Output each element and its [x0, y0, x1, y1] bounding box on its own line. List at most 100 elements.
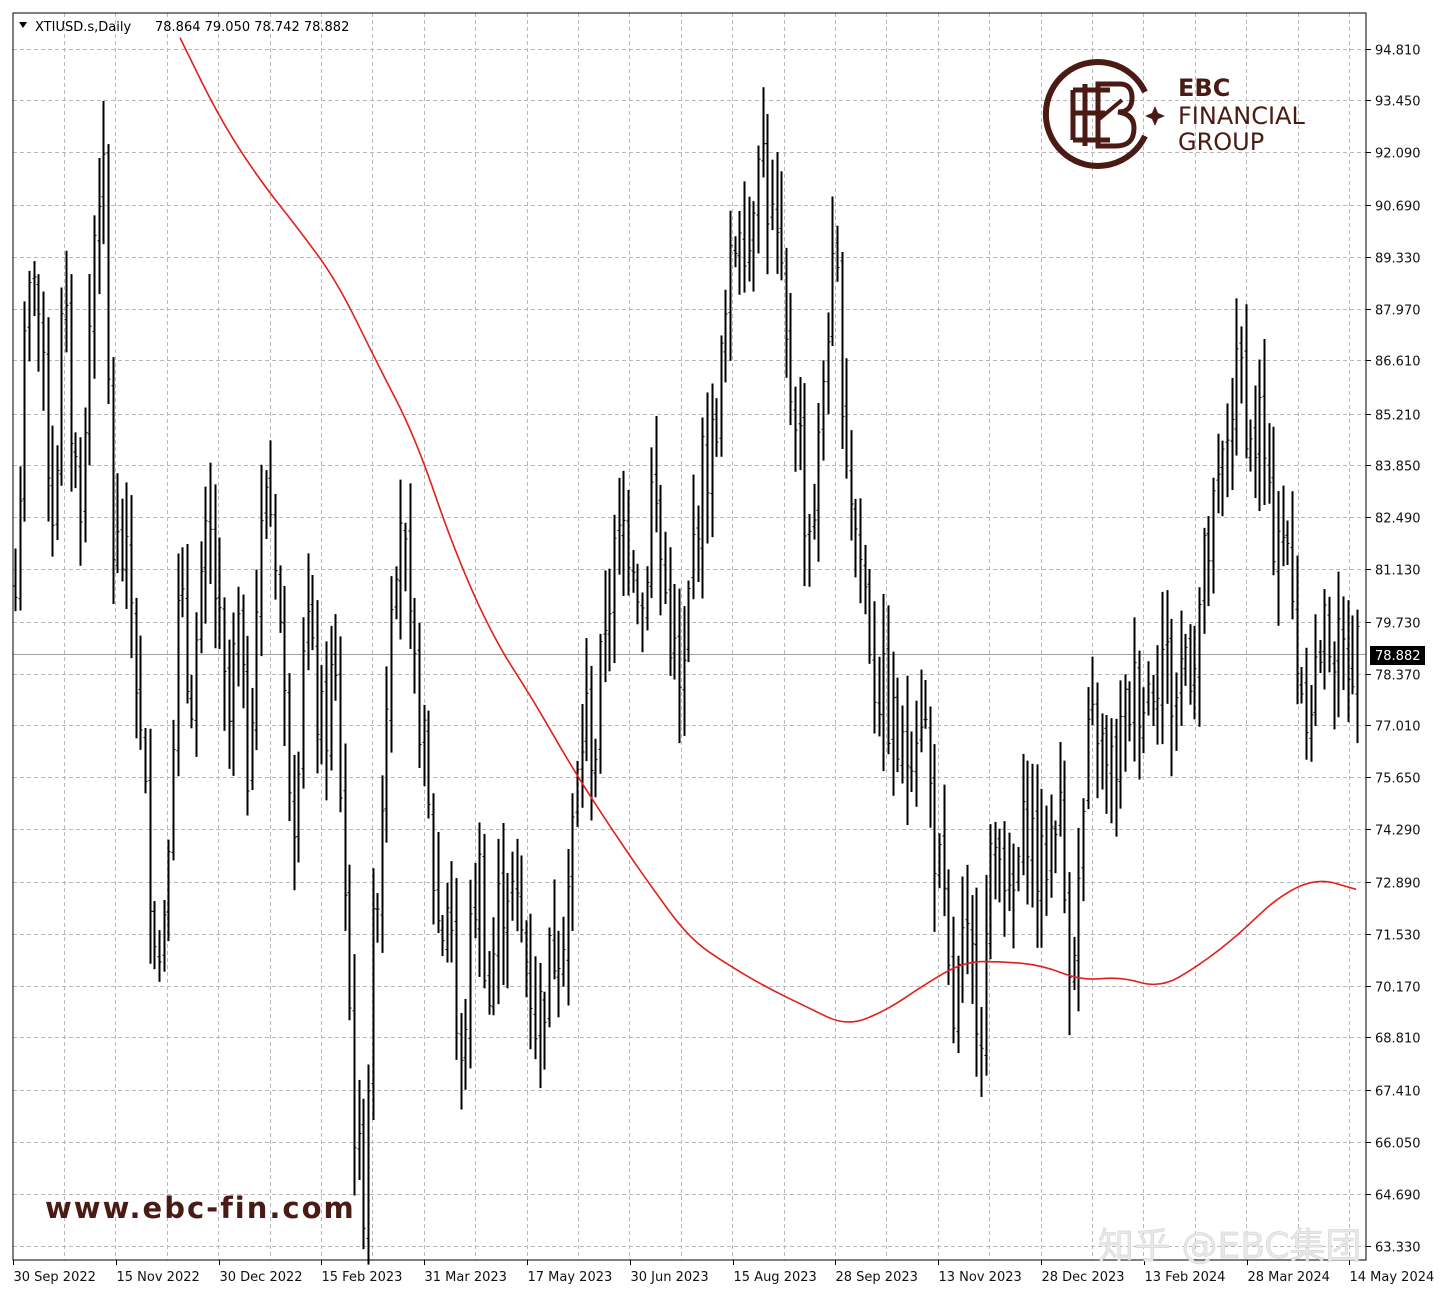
ohlc-bar [742, 181, 747, 293]
ohlc-bar [264, 470, 269, 539]
ohlc-bar [779, 171, 784, 281]
ohlc-bar [747, 196, 752, 282]
ohlc-bar [1309, 684, 1314, 762]
ohlc-bar [361, 1098, 366, 1250]
ohlc-bar [1295, 555, 1300, 705]
x-tick-label: 17 May 2023 [528, 1270, 613, 1285]
ohlc-bar [1350, 615, 1355, 695]
ohlc-bar [542, 991, 547, 1070]
ohlc-bar [306, 553, 311, 671]
ohlc-bar [607, 568, 612, 672]
ohlc-bar [756, 145, 761, 254]
ohlc-bar [970, 895, 975, 1004]
ohlc-bar [254, 569, 259, 751]
ohlc-bar [1239, 326, 1244, 404]
ohlc-bar [366, 1064, 371, 1265]
ohlc-bar [877, 656, 882, 737]
ohlc-bar [784, 247, 789, 378]
ohlc-bar [1206, 516, 1211, 607]
ohlc-bar [152, 901, 157, 970]
ohlc-bar [157, 930, 162, 982]
triangle-down-icon[interactable] [19, 22, 27, 28]
ohlc-bar [737, 210, 742, 295]
ohlc-bar [1192, 625, 1197, 720]
ohlc-bar [162, 899, 167, 972]
ohlc-bar [649, 447, 654, 599]
ohlc-bar [1299, 666, 1304, 704]
ohlc-bar [324, 641, 329, 801]
logo-line-2: FINANCIAL [1178, 102, 1305, 130]
ohlc-bar [426, 710, 431, 819]
ohlc-bar [765, 113, 770, 275]
ohlc-bar [1169, 618, 1174, 777]
ohlc-bar [1049, 794, 1054, 898]
ohlc-bar [635, 563, 640, 625]
ohlc-bar [547, 927, 552, 1028]
ohlc-bar [454, 878, 459, 1060]
ohlc-bar [505, 872, 510, 989]
y-tick-label: 72.890 [1375, 877, 1421, 892]
ohlc-bar [723, 289, 728, 383]
ohlc-bar [580, 704, 585, 808]
y-tick-label: 90.690 [1375, 200, 1421, 215]
ohlc-bar [700, 417, 705, 599]
ohlc-bar [1058, 742, 1063, 837]
y-tick-label: 78.370 [1375, 669, 1421, 684]
ohlc-bar [389, 576, 394, 753]
zhihu-watermark: 知乎 @EBC集团 [1098, 1226, 1361, 1267]
ohlc-bar [974, 887, 979, 1077]
ohlc-bar [129, 495, 134, 659]
ohlc-bar [867, 568, 872, 664]
ohlc-bar [371, 868, 376, 1120]
ohlc-bar [468, 879, 473, 1069]
ohlc-bar [477, 822, 482, 977]
website-watermark: www.ebc-fin.com [45, 1191, 356, 1225]
ohlc-bar [984, 874, 989, 1076]
ohlc-bar [714, 398, 719, 457]
ohlc-bar [538, 962, 543, 1089]
ohlc-bar [1114, 718, 1119, 837]
ohlc-bar [1011, 843, 1016, 949]
ohlc-bar [403, 522, 408, 592]
x-tick-label: 30 Sep 2022 [14, 1270, 96, 1285]
ohlc-bar [1035, 764, 1040, 948]
ohlc-bar [658, 484, 663, 616]
ohlc-bar [956, 955, 961, 1054]
chart-header: XTIUSD.s,Daily 78.864 79.050 78.742 78.8… [19, 20, 349, 35]
ohlc-bar [310, 575, 315, 651]
ohlc-bar [176, 553, 181, 777]
ohlc-bar [50, 425, 55, 557]
ohlc-bar [895, 677, 900, 773]
ohlc-bar [1202, 527, 1207, 634]
ebc-emblem-icon [1042, 59, 1148, 169]
y-tick-label: 89.330 [1375, 252, 1421, 267]
ohlc-bar [640, 592, 645, 653]
ohlc-bar [775, 152, 780, 274]
symbol-label: XTIUSD.s,Daily [35, 20, 131, 35]
ebc-logo: EBC FINANCIAL GROUP [1042, 59, 1305, 169]
ohlc-bar [1318, 640, 1323, 674]
ohlc-bar [412, 597, 417, 694]
ohlc-bar [1127, 681, 1132, 742]
ohlc-bar [728, 210, 733, 361]
ohlc-bar [92, 215, 97, 379]
ohlc-bar [55, 445, 60, 541]
y-tick-label: 86.610 [1375, 355, 1421, 370]
ohlc-bar [844, 358, 849, 479]
ohlc-bar [231, 612, 236, 776]
x-tick-label: 15 Feb 2023 [322, 1270, 403, 1285]
ohlc-bar [473, 862, 478, 939]
ohlc-bar [1165, 590, 1170, 704]
ohlc-bar [1109, 718, 1114, 824]
ohlc-bar [863, 544, 868, 615]
ohlc-bar [914, 700, 919, 807]
y-tick-label: 82.490 [1375, 512, 1421, 527]
ohlc-bar [593, 738, 598, 798]
ohlc-bar [36, 274, 41, 372]
ohlc-bar [296, 751, 301, 863]
ohlc-bar [631, 550, 636, 593]
y-tick-label: 70.170 [1375, 981, 1421, 996]
ohlc-bar [208, 462, 213, 585]
y-tick-label: 79.730 [1375, 617, 1421, 632]
